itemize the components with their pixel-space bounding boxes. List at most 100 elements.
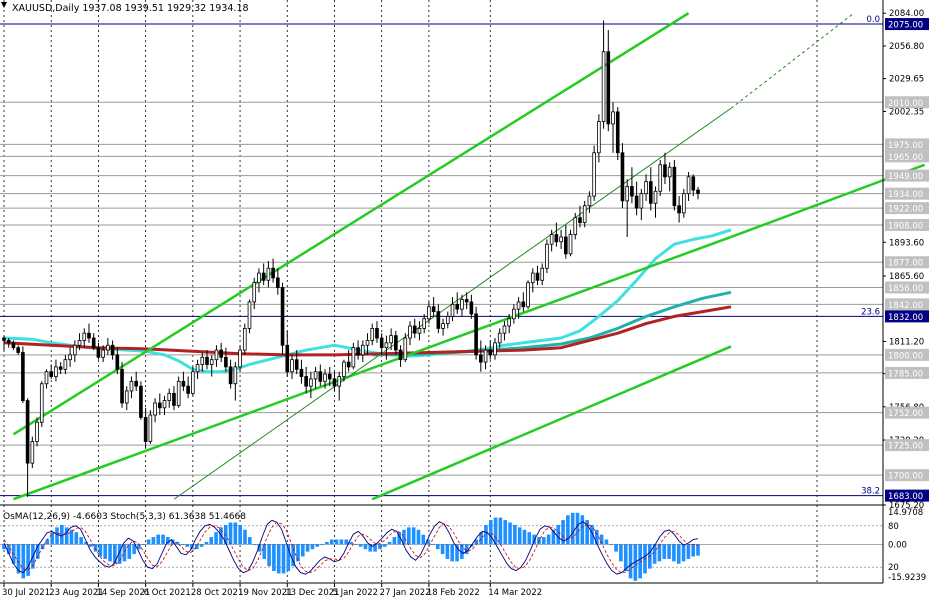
candle-body xyxy=(592,152,596,197)
candle-body xyxy=(615,111,620,154)
price-level-tag xyxy=(885,348,929,361)
candle-body xyxy=(115,354,120,370)
candle-body xyxy=(474,313,478,356)
candle-body xyxy=(563,236,568,255)
candle-body xyxy=(157,402,162,409)
osma-bar xyxy=(373,544,377,552)
candle-body xyxy=(625,186,629,202)
stoch-signal-line xyxy=(3,521,699,574)
candle-body xyxy=(271,267,275,279)
candle-body xyxy=(143,417,148,442)
candle-body xyxy=(483,349,488,363)
candle-body xyxy=(101,349,105,358)
candle-body xyxy=(195,364,200,373)
osma-bar xyxy=(262,544,267,559)
price-level-tag-label: 1965.00 xyxy=(888,153,923,163)
candle-body xyxy=(318,371,323,382)
candle-body xyxy=(337,376,342,387)
price-level-tag xyxy=(885,406,929,419)
osma-axis-label: 0.00 xyxy=(888,540,907,550)
osma-bar xyxy=(513,524,517,545)
candle-body xyxy=(224,356,228,368)
price-level-tag-label: 1975.00 xyxy=(888,141,923,151)
candle-body xyxy=(25,400,30,464)
osma-bar xyxy=(585,520,589,545)
candle-body xyxy=(512,308,516,320)
osma-bar xyxy=(300,544,305,557)
osma-bar xyxy=(407,527,411,545)
candle-body xyxy=(181,380,186,387)
price-axis-label: 1893.60 xyxy=(889,238,924,248)
osma-bar xyxy=(35,544,40,559)
price-level-tag-label: 2010.00 xyxy=(888,99,923,109)
osma-bar xyxy=(392,537,397,545)
osma-bar xyxy=(103,544,108,559)
candle-body xyxy=(365,340,370,346)
time-axis-label: 14 Sep 2021 xyxy=(96,588,150,598)
osma-bar xyxy=(382,544,387,547)
candle-body xyxy=(200,356,205,365)
price-level-tag-label: 1800.00 xyxy=(888,351,923,361)
candle-body xyxy=(450,303,455,317)
candle-body xyxy=(630,186,634,197)
candle-body xyxy=(35,421,39,442)
osma-bar xyxy=(310,544,315,550)
candle-body xyxy=(417,328,422,334)
osma-bar xyxy=(493,517,498,545)
osma-bar xyxy=(455,544,459,562)
osma-bar xyxy=(633,544,638,581)
candle-body xyxy=(205,356,209,365)
price-level-tag xyxy=(885,469,929,482)
osma-bar xyxy=(397,532,402,545)
price-level-tag-label: 1752.00 xyxy=(888,409,923,419)
candle-body xyxy=(545,243,549,269)
candle-body xyxy=(573,217,578,235)
candle-body xyxy=(644,181,648,195)
price-level-tag xyxy=(885,187,929,200)
candle-body xyxy=(327,373,332,380)
candle-body xyxy=(186,385,190,394)
price-level-tag xyxy=(885,489,929,502)
osma-bar xyxy=(378,544,382,550)
osma-bar xyxy=(662,544,667,559)
candle-body xyxy=(96,347,101,358)
osma-bar xyxy=(2,544,6,550)
osma-bar xyxy=(7,544,11,555)
candle-body xyxy=(39,383,44,423)
osma-bar xyxy=(64,527,69,545)
candle-body xyxy=(346,361,351,368)
candle-body xyxy=(530,272,535,284)
osma-bar xyxy=(488,520,493,545)
osma-bar xyxy=(88,544,93,547)
candle-body xyxy=(73,344,77,356)
osma-bar xyxy=(344,539,348,545)
candle-body xyxy=(611,111,615,125)
price-level-tag xyxy=(885,281,929,294)
price-axis-label: 2084.00 xyxy=(889,9,924,19)
osma-bar xyxy=(194,544,199,550)
candle-body xyxy=(460,299,464,310)
candle-body xyxy=(6,340,11,344)
candle-body xyxy=(332,378,337,387)
candle-body xyxy=(148,414,153,442)
price-level-tag-label: 1908.00 xyxy=(888,221,923,231)
price-axis-label: 1675.20 xyxy=(889,501,924,511)
candle-body xyxy=(252,282,257,303)
candle-body xyxy=(582,205,587,223)
candle-body xyxy=(464,299,469,303)
osma-bar xyxy=(228,522,233,545)
candle-body xyxy=(323,373,327,382)
price-axis-label: 1865.60 xyxy=(889,272,924,282)
osma-bar xyxy=(325,541,329,545)
candle-body xyxy=(261,272,266,281)
osma-bar xyxy=(185,544,189,547)
candle-body xyxy=(304,376,308,387)
osma-bar xyxy=(522,529,527,545)
candle-body xyxy=(554,234,559,243)
candle-body xyxy=(516,301,521,310)
candle-body xyxy=(479,354,483,363)
osma-bar xyxy=(26,544,30,576)
osma-bar xyxy=(556,524,561,545)
